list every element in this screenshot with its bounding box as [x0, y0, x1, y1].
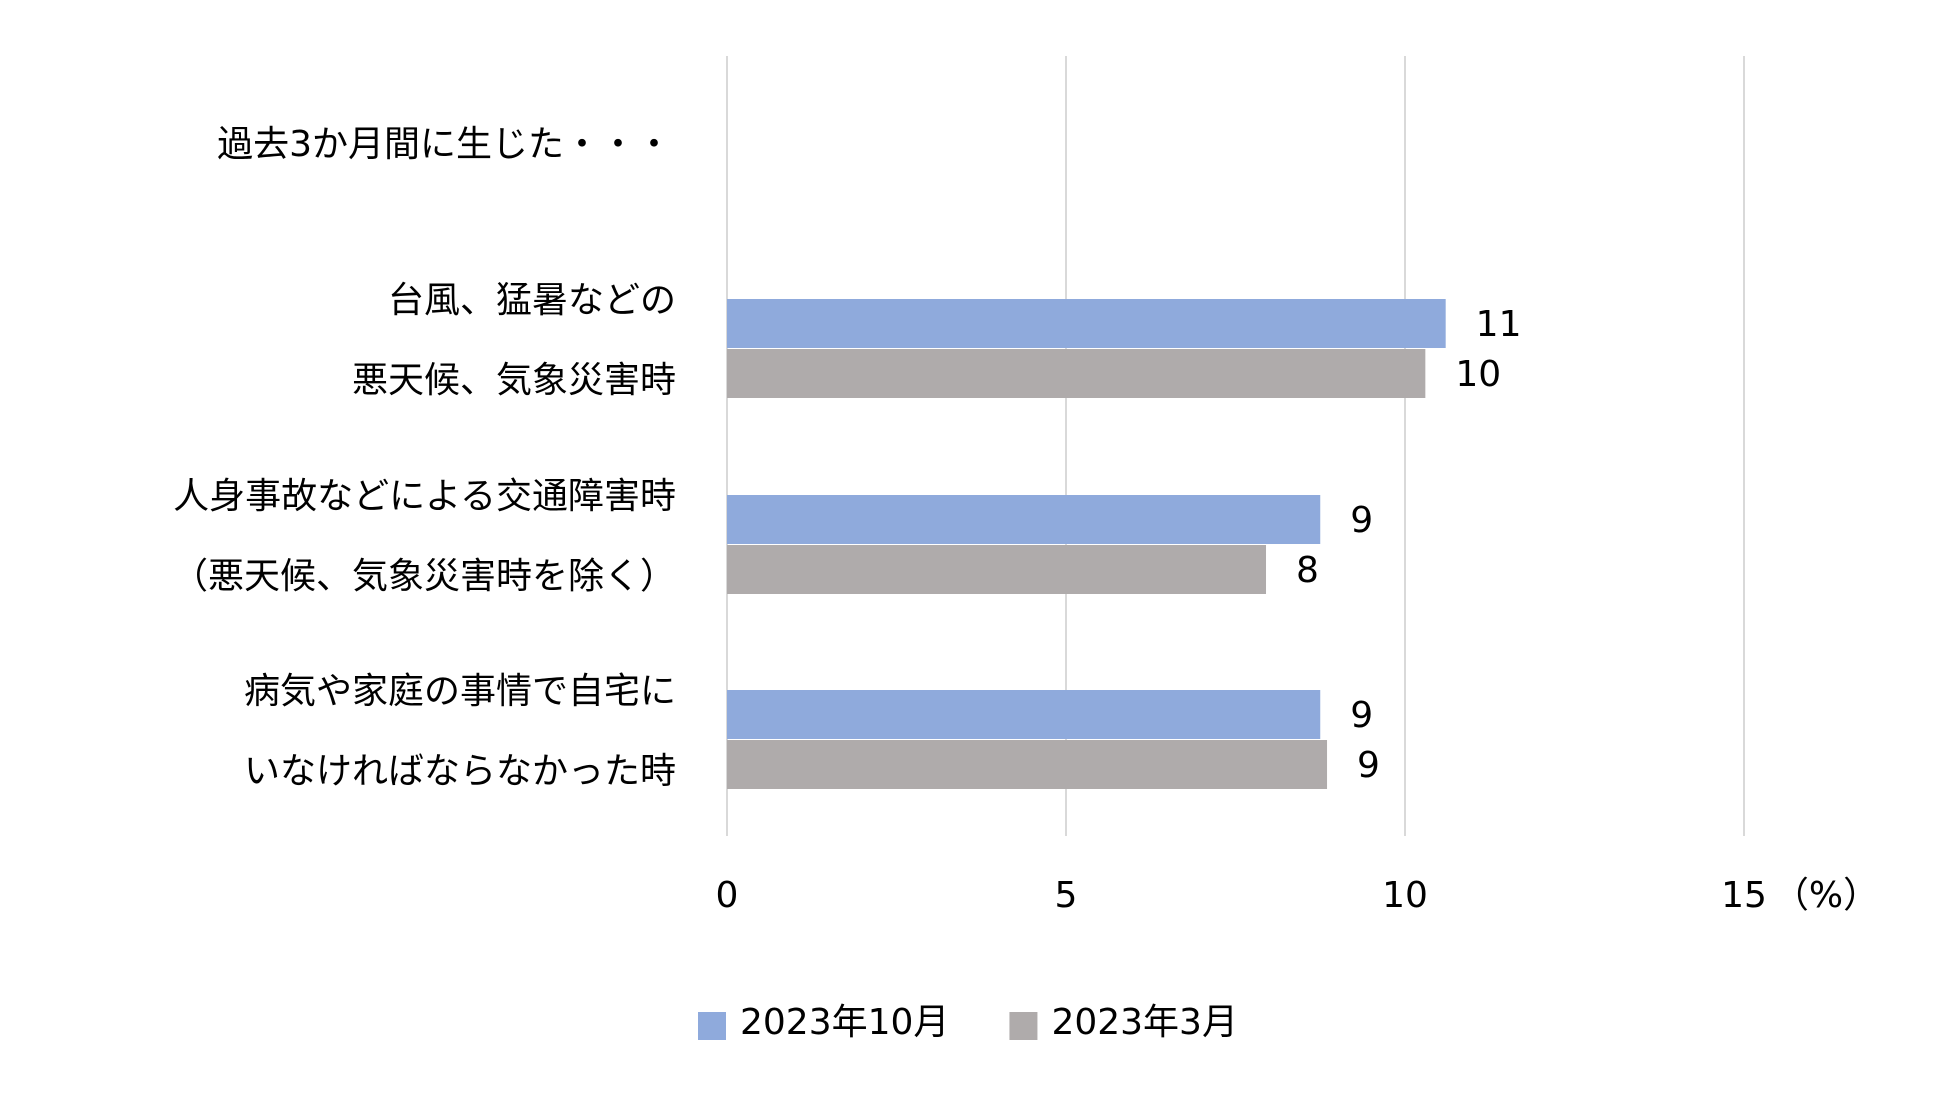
legend-label: 2023年3月: [1051, 1002, 1238, 1043]
legend-label: 2023年10月: [740, 1002, 949, 1043]
y-tick-label: いなければならなかった時: [244, 751, 676, 792]
value-label: 9: [1350, 695, 1373, 736]
bar: [727, 740, 1328, 789]
y-tick-label: 台風、猛暑などの: [388, 280, 676, 321]
x-tick-label: 0: [716, 875, 739, 916]
x-tick-label: 5: [1055, 875, 1078, 916]
bar: [727, 545, 1267, 594]
value-label: 9: [1357, 745, 1380, 786]
bar: [727, 690, 1321, 739]
x-axis-label: （%）: [1773, 875, 1879, 916]
legend-swatch: [698, 1012, 726, 1040]
bar: [727, 495, 1321, 544]
y-tick-label: 病気や家庭の事情で自宅に: [244, 671, 676, 712]
y-tick-label: 悪天候、気象災害時: [352, 360, 676, 401]
y-tick-label: 人身事故などによる交通障害時: [173, 476, 676, 517]
y-tick-label: （悪天候、気象災害時を除く）: [172, 556, 676, 597]
value-label: 8: [1296, 550, 1319, 591]
legend-swatch: [1009, 1012, 1038, 1040]
bar: [727, 299, 1446, 348]
value-label: 9: [1350, 500, 1373, 541]
bar: [727, 349, 1426, 398]
value-label: 10: [1455, 354, 1501, 395]
x-tick-label: 15: [1721, 875, 1767, 916]
value-label: 11: [1476, 304, 1522, 345]
x-tick-label: 10: [1382, 875, 1428, 916]
annotation: 過去3か月間に生じた・・・: [217, 124, 672, 165]
